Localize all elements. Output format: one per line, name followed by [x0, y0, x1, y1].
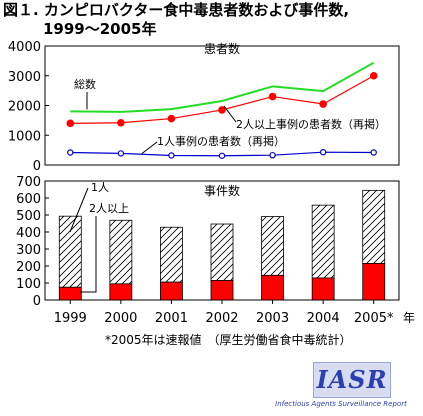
line-point-1 — [117, 118, 125, 127]
title-line-2: 1999～2005年 — [43, 20, 157, 38]
label-multi-leader — [223, 105, 237, 123]
label-single: 1人事例の患者数（再掲） — [157, 134, 285, 148]
x-tick-label: 2005* — [354, 311, 394, 326]
bottom-y-tick-label: 400 — [16, 226, 41, 241]
x-tick-label: 2003 — [256, 311, 289, 326]
bar-multi-case — [58, 286, 82, 301]
line-series-1 — [70, 75, 375, 124]
line-point-1 — [369, 71, 378, 80]
line-series-0 — [70, 61, 375, 113]
bottom-y-tick-label: 200 — [16, 260, 41, 275]
x-tick-label: 2000 — [104, 311, 137, 326]
line-point-2 — [67, 149, 74, 156]
bottom-y-tick-label: 100 — [16, 277, 41, 292]
line-point-2 — [269, 151, 276, 159]
bar-multi-case — [362, 263, 386, 301]
chart-title: 図１. カンピロバクター食中毒患者数および事件数, 1999～2005年 — [3, 1, 421, 39]
bottom-y-tick-label: 600 — [16, 192, 41, 207]
line-point-2 — [218, 152, 226, 159]
label-bar-single: 1人 — [91, 181, 109, 194]
bar-multi-case — [160, 281, 183, 301]
bar-single-case — [311, 204, 335, 279]
footnote: *2005年は速報値 （厚生労働省食中毒統計） — [105, 332, 352, 347]
x-axis-unit: 年 — [403, 311, 415, 325]
top-y-tick-label: 1000 — [8, 129, 41, 144]
label-multi: 2人以上事例の患者数（再掲） — [236, 117, 386, 131]
label-bar-multi: 2人以上 — [89, 202, 129, 215]
line-point-1 — [268, 92, 277, 101]
line-point-1 — [66, 119, 75, 128]
incidents-bar-panel: 0 100 200 300 400 500 600 700 事件数 1999 2000 2001 200… — [16, 175, 415, 347]
top-y-tick-label: 4000 — [8, 40, 41, 55]
top-y-tick-label: 0 — [33, 159, 41, 174]
bottom-y-tick-label: 500 — [16, 209, 41, 224]
line-point-1 — [319, 100, 327, 108]
line-point-2 — [319, 149, 327, 156]
line-point-1 — [167, 114, 176, 123]
bar-multi-case — [109, 283, 133, 301]
top-panel-title: 患者数 — [204, 41, 240, 56]
x-tick-label: 2004 — [307, 311, 340, 326]
top-y-tick-label: 3000 — [8, 70, 41, 85]
line-point-2 — [168, 152, 175, 159]
logo-box: IASR — [313, 362, 391, 398]
bottom-panel-title: 事件数 — [204, 183, 240, 198]
label-total: 総数 — [74, 77, 96, 91]
logo-subtitle: Infectious Agents Surveillance Report — [275, 400, 407, 408]
bar-single-case — [210, 223, 234, 281]
bar-multi-case — [210, 280, 234, 301]
bar-single-case — [58, 215, 82, 288]
label-single-leader — [141, 141, 158, 154]
bar-multi-case — [261, 274, 284, 301]
bar-single-case — [109, 219, 133, 285]
x-tick-label: 2001 — [155, 311, 188, 326]
x-tick-label: 2002 — [205, 311, 238, 326]
line-point-2 — [370, 149, 377, 156]
title-line-1: 図１. カンピロバクター食中毒患者数および事件数, — [3, 1, 350, 19]
bar-single-case — [362, 189, 386, 264]
bottom-y-tick-label: 0 — [33, 294, 41, 309]
bar-single-case — [261, 216, 284, 276]
x-tick-label: 1999 — [54, 311, 87, 326]
bar-single-case — [160, 226, 183, 283]
bar-multi-case — [311, 277, 335, 301]
line-point-2 — [117, 150, 125, 157]
label-bar-multi-leader — [80, 216, 97, 293]
label-bar-single-leader — [69, 187, 89, 233]
bottom-y-tick-label: 700 — [16, 175, 41, 190]
line-point-1 — [218, 106, 226, 114]
bottom-y-tick-label: 300 — [16, 243, 41, 258]
iasr-logo: IASR Infectious Agents Surveillance Repo… — [266, 362, 416, 414]
logo-text: IASR — [316, 365, 388, 394]
top-y-tick-label: 2000 — [8, 100, 41, 115]
